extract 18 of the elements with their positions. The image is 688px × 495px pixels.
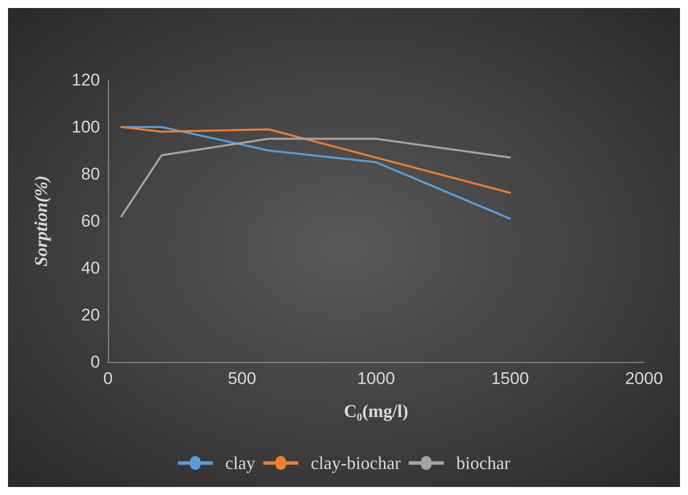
legend-label: biochar bbox=[456, 453, 510, 473]
x-axis-title: C₀(mg/l) bbox=[344, 401, 408, 421]
y-tick-label: 0 bbox=[90, 352, 100, 372]
x-tick-label: 1500 bbox=[491, 369, 529, 388]
legend-label: clay bbox=[225, 453, 256, 473]
y-tick-label: 120 bbox=[72, 70, 100, 90]
y-tick-label: 60 bbox=[81, 212, 100, 230]
y-axis-title: Sorption(%) bbox=[31, 175, 51, 267]
x-tick-label: 2000 bbox=[625, 369, 663, 388]
y-tick-label: 40 bbox=[81, 258, 100, 278]
legend-label: clay-biochar bbox=[310, 453, 401, 473]
line-series bbox=[120, 126, 511, 194]
y-tick-label: 80 bbox=[81, 164, 100, 184]
y-tick-label: 100 bbox=[72, 118, 100, 136]
x-tick-label: 500 bbox=[228, 369, 256, 388]
x-tick-label: 1000 bbox=[357, 369, 395, 388]
y-tick-label: 20 bbox=[81, 306, 100, 324]
x-tick-label: 0 bbox=[103, 369, 113, 388]
